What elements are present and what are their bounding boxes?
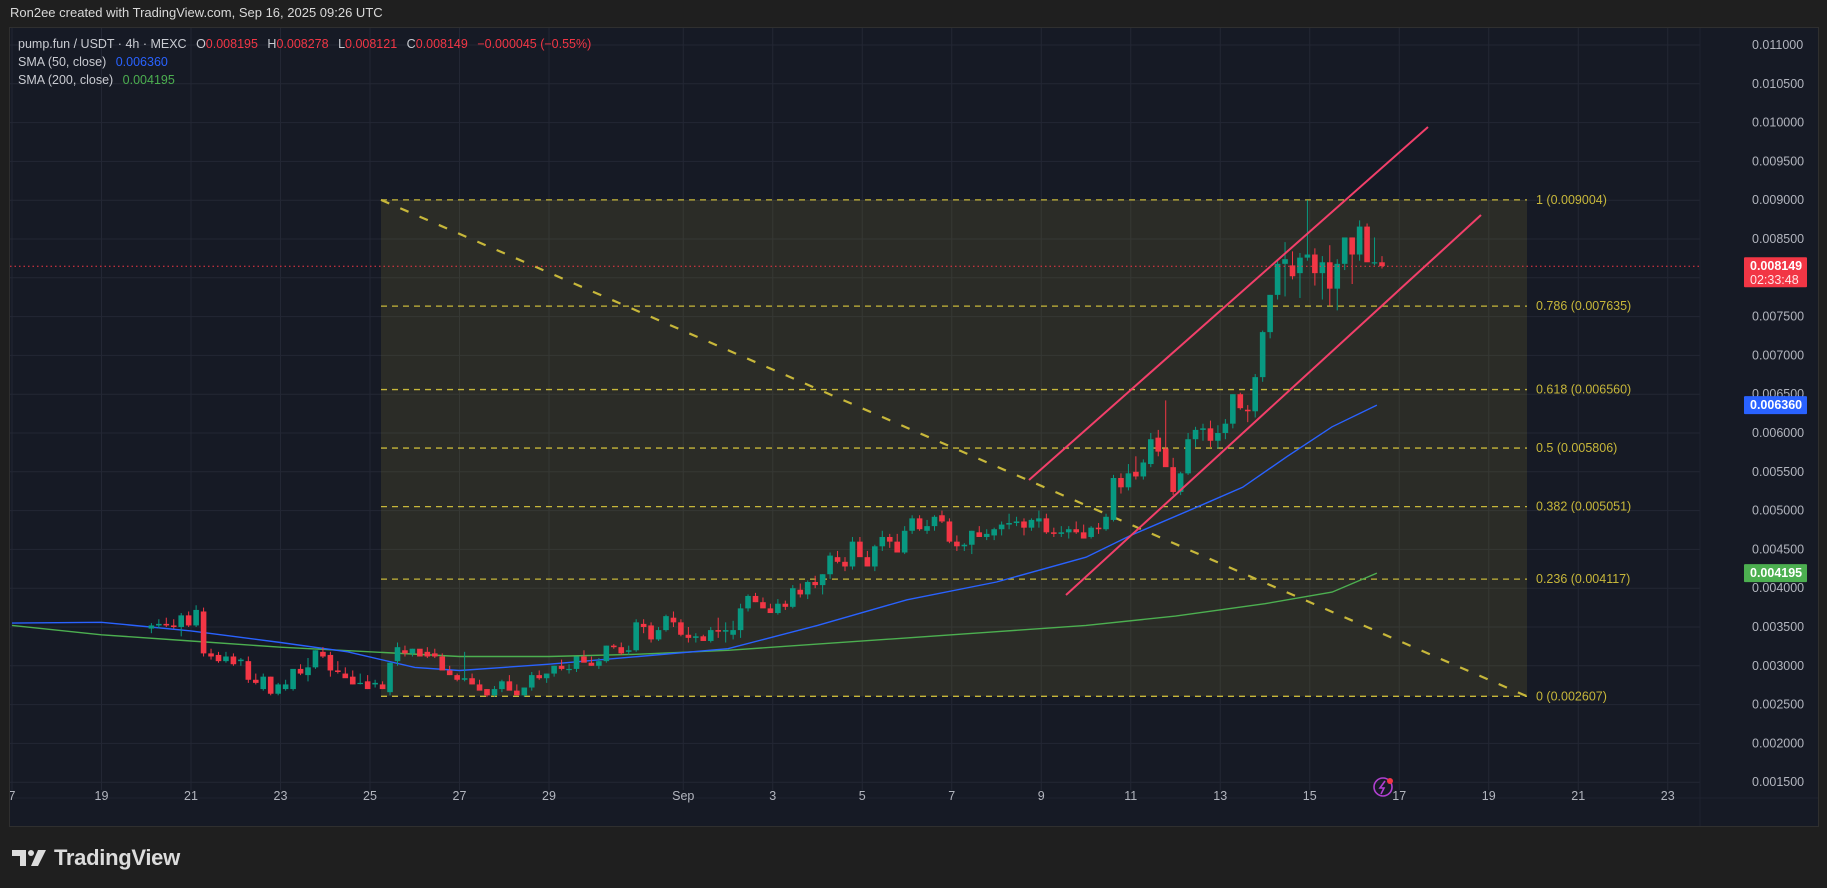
time-tick: 5	[859, 789, 866, 803]
price-tick: 0.007000	[1752, 348, 1804, 362]
legend-close-label: C	[406, 37, 416, 51]
chart-credit: Ron2ee created with TradingView.com, Sep…	[10, 5, 383, 20]
price-tick: 0.009500	[1752, 154, 1804, 168]
time-tick: 15	[1303, 789, 1317, 803]
legend-symbol[interactable]: pump.fun / USDT · 4h · MEXC	[18, 37, 187, 51]
price-tick: 0.004500	[1752, 542, 1804, 556]
time-tick: 29	[542, 789, 556, 803]
time-tick: Sep	[672, 789, 694, 803]
price-tick: 0.011000	[1752, 38, 1803, 52]
price-tick: 0.007500	[1752, 310, 1804, 324]
chart-canvas[interactable]: 1 (0.009004) 0.786 (0.007635) 0.618 (0.006…	[10, 28, 1818, 826]
time-tick: 21	[184, 789, 198, 803]
price-tick: 0.010000	[1752, 116, 1804, 130]
price-axis[interactable]: 0.011000 0.010500 0.010000 0.009500 0.009000…	[1744, 38, 1807, 789]
legend-open-label: O	[196, 37, 206, 51]
ascending-channel[interactable]	[1028, 126, 1482, 596]
fib-level-label: 0.236 (0.004117)	[1536, 572, 1630, 586]
svg-text:0.004195: 0.004195	[1750, 566, 1802, 580]
sma200-price-badge: 0.004195	[1744, 564, 1807, 583]
tradingview-brand: TradingView	[54, 845, 180, 870]
time-tick: 25	[363, 789, 377, 803]
time-tick: 19	[95, 789, 109, 803]
fib-level-label: 0.618 (0.006560)	[1536, 383, 1631, 397]
price-tick: 0.002500	[1752, 698, 1804, 712]
fib-level-label: 0.786 (0.007635)	[1536, 299, 1631, 313]
candles	[148, 200, 1385, 697]
time-tick: 17	[1392, 789, 1406, 803]
svg-text:02:33:48: 02:33:48	[1750, 273, 1799, 287]
time-axis[interactable]: 7 19 21 23 25 27 29 Sep 3 5 7 9 11 13 15 17 19 21 23	[10, 789, 1818, 803]
fibonacci-retracement[interactable]: 1 (0.009004) 0.786 (0.007635) 0.618 (0.006…	[380, 193, 1631, 703]
tradingview-logo[interactable]: TradingView	[12, 845, 180, 871]
time-tick: 23	[274, 789, 288, 803]
price-tick: 0.008500	[1752, 232, 1804, 246]
svg-text:0.006360: 0.006360	[1750, 398, 1802, 412]
time-tick: 3	[769, 789, 776, 803]
chart-container[interactable]: 1 (0.009004) 0.786 (0.007635) 0.618 (0.006…	[9, 27, 1819, 827]
fib-level-label: 0 (0.002607)	[1536, 689, 1607, 703]
legend-low: 0.008121	[345, 37, 398, 51]
tradingview-logo-icon	[12, 850, 46, 866]
legend-sma50-label: SMA (50, close)	[18, 55, 107, 69]
legend-sma200-value: 0.004195	[122, 73, 175, 87]
time-tick: 27	[453, 789, 467, 803]
legend-high: 0.008278	[276, 37, 329, 51]
svg-text:0.008149: 0.008149	[1750, 259, 1802, 273]
alerts-lightning-icon[interactable]	[1373, 777, 1393, 797]
time-tick: 23	[1661, 789, 1675, 803]
price-tick: 0.003000	[1752, 659, 1804, 673]
time-tick: 11	[1124, 789, 1137, 803]
price-tick: 0.006000	[1752, 426, 1804, 440]
chart-legend: pump.fun / USDT · 4h · MEXC O0.008195 H0…	[18, 35, 591, 89]
fib-level-label: 0.5 (0.005806)	[1536, 441, 1617, 455]
price-tick: 0.005000	[1752, 504, 1804, 518]
sma200-line[interactable]	[11, 572, 1378, 658]
fib-level-label: 0.382 (0.005051)	[1536, 500, 1631, 514]
legend-sma50-row[interactable]: SMA (50, close) 0.006360	[18, 53, 591, 71]
price-tick: 0.005500	[1752, 465, 1804, 479]
legend-sma50-value: 0.006360	[115, 55, 168, 69]
legend-sma200-label: SMA (200, close)	[18, 73, 114, 87]
time-tick: 19	[1482, 789, 1496, 803]
sma50-line[interactable]	[11, 404, 1378, 672]
price-tick: 0.003500	[1752, 620, 1804, 634]
price-tick: 0.004000	[1752, 581, 1804, 595]
sma50-price-badge: 0.006360	[1744, 396, 1807, 415]
time-tick: 21	[1571, 789, 1585, 803]
price-tick: 0.002000	[1752, 736, 1804, 750]
time-tick: 9	[1038, 789, 1045, 803]
legend-change: −0.000045 (−0.55%)	[477, 37, 592, 51]
legend-close: 0.008149	[415, 37, 468, 51]
legend-symbol-row: pump.fun / USDT · 4h · MEXC O0.008195 H0…	[18, 35, 591, 53]
time-tick: 7	[948, 789, 955, 803]
legend-high-label: H	[267, 37, 277, 51]
price-tick: 0.001500	[1752, 775, 1804, 789]
time-tick: 13	[1213, 789, 1227, 803]
price-tick: 0.010500	[1752, 77, 1804, 91]
fib-level-label: 1 (0.009004)	[1536, 193, 1607, 207]
legend-open: 0.008195	[205, 37, 258, 51]
price-tick: 0.009000	[1752, 193, 1804, 207]
legend-sma200-row[interactable]: SMA (200, close) 0.004195	[18, 71, 591, 89]
time-tick: 7	[10, 789, 16, 803]
legend-low-label: L	[338, 37, 346, 51]
